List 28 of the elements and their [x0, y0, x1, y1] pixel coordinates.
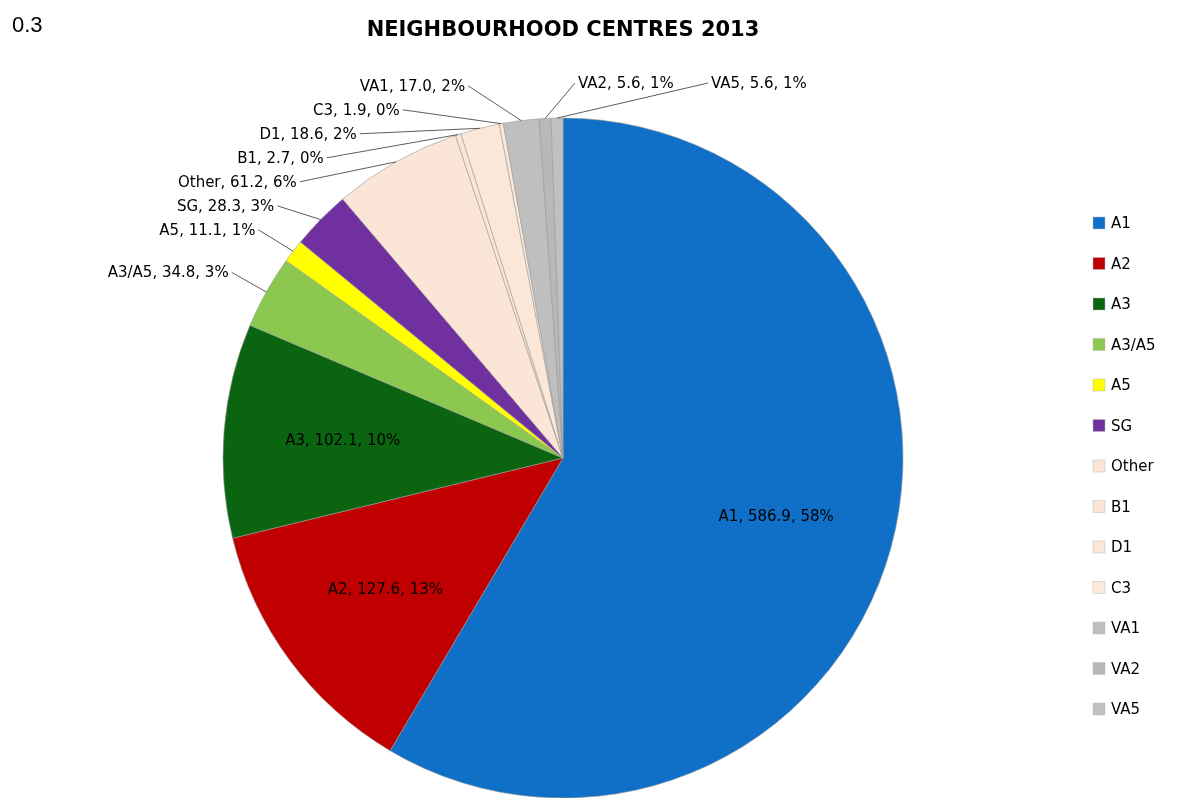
data-label: VA2, 5.6, 1% [578, 74, 674, 92]
data-label: A2, 127.6, 13% [327, 580, 444, 599]
legend-label: A5 [1111, 376, 1131, 394]
legend-label: B1 [1111, 497, 1131, 516]
legend-label: SG [1111, 416, 1133, 435]
legend-label: A3/A5 [1111, 335, 1156, 354]
data-label: VA5, 5.6, 1% [711, 74, 807, 92]
legend-label: VA1 [1111, 619, 1141, 637]
chart-title: NEIGHBOURHOOD CENTRES 2013 [366, 17, 760, 41]
legend-label: C3 [1111, 578, 1132, 597]
data-label: C3, 1.9, 0% [313, 100, 400, 119]
legend-label: VA5 [1111, 700, 1141, 718]
legend-label: A1 [1111, 214, 1131, 232]
data-label: A3/A5, 34.8, 3% [107, 263, 229, 282]
legend-label: A3 [1111, 295, 1131, 313]
data-label: A3, 102.1, 10% [285, 430, 401, 449]
data-label: B1, 2.7, 0% [237, 148, 324, 167]
data-label: SG, 28.3, 3% [176, 196, 275, 215]
data-label: D1, 18.6, 2% [259, 124, 357, 143]
legend-label: VA2 [1111, 659, 1141, 678]
data-label: Other, 61.2, 6% [177, 172, 297, 191]
legend-label: A2 [1111, 254, 1131, 273]
text: 0.3 [12, 12, 43, 37]
legend-label: Other [1111, 457, 1155, 475]
data-label: VA1, 17.0, 2% [359, 76, 466, 95]
data-label: A5, 11.1, 1% [159, 220, 256, 239]
legend-label: D1 [1111, 538, 1133, 556]
data-label: A1, 586.9, 58% [718, 506, 834, 525]
